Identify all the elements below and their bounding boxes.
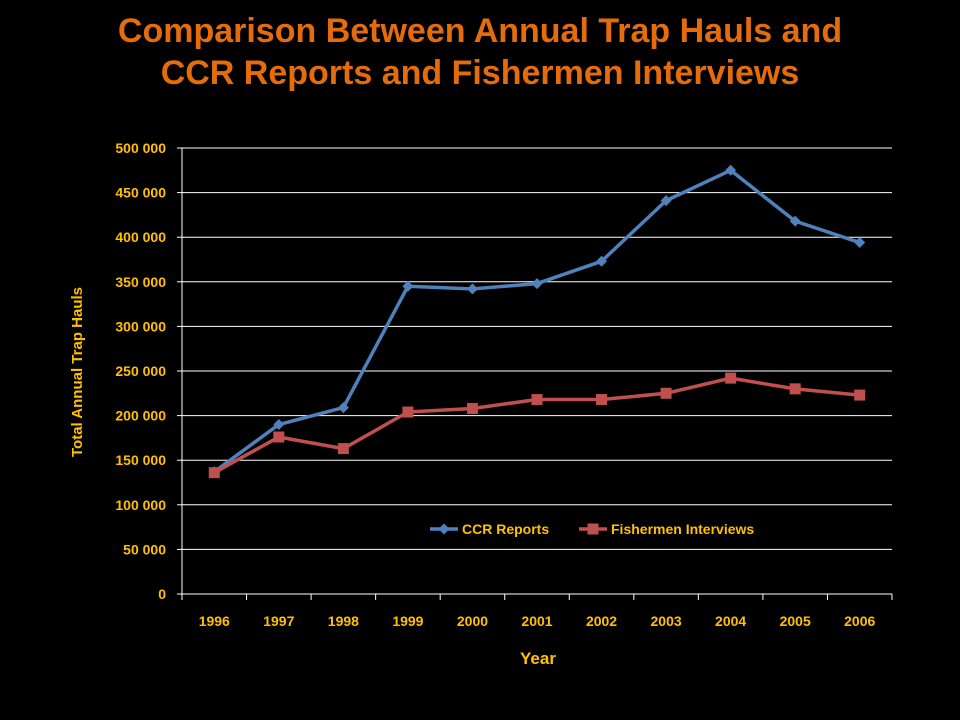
legend-label: CCR Reports <box>462 521 549 537</box>
x-tick-label: 2000 <box>457 613 488 629</box>
y-tick-label: 250 000 <box>115 363 166 379</box>
data-point <box>596 255 608 267</box>
data-point <box>660 195 672 207</box>
y-tick-label: 150 000 <box>115 452 166 468</box>
chart-title: Comparison Between Annual Trap Hauls and… <box>0 10 960 94</box>
data-point <box>337 402 349 414</box>
legend-label: Fishermen Interviews <box>611 521 754 537</box>
data-point <box>531 394 543 406</box>
x-tick-label: 2005 <box>780 613 811 629</box>
data-point <box>208 467 220 479</box>
series-line <box>213 168 861 474</box>
series-group <box>208 164 866 479</box>
y-tick-label: 0 <box>158 586 166 602</box>
y-tick-label: 450 000 <box>115 185 166 201</box>
x-axis-label: Year <box>520 649 556 668</box>
data-point <box>725 372 737 384</box>
y-axis-label: Total Annual Trap Hauls <box>69 287 86 457</box>
data-point <box>854 389 866 401</box>
y-tick-label: 50 000 <box>123 541 166 557</box>
data-point <box>789 215 801 227</box>
x-tick-label: 1999 <box>392 613 423 629</box>
legend-swatch-marker <box>587 523 599 535</box>
x-tick-label: 2002 <box>586 613 617 629</box>
data-point <box>402 406 414 418</box>
x-tick-label: 1996 <box>199 613 230 629</box>
legend-swatch-marker <box>438 523 450 535</box>
data-point <box>531 278 543 290</box>
y-tick-label: 300 000 <box>115 318 166 334</box>
data-point <box>596 394 608 406</box>
data-point <box>402 280 414 292</box>
x-tick-label: 2006 <box>844 613 875 629</box>
data-point <box>725 164 737 176</box>
series-line <box>213 376 860 475</box>
data-point <box>854 237 866 249</box>
x-tick-label: 1998 <box>328 613 359 629</box>
y-tick-label: 400 000 <box>115 229 166 245</box>
y-tick-label: 100 000 <box>115 497 166 513</box>
x-tick-label: 2004 <box>715 613 746 629</box>
axes <box>177 147 893 600</box>
data-point <box>466 283 478 295</box>
y-tick-label: 350 000 <box>115 274 166 290</box>
data-point <box>466 402 478 414</box>
y-tick-label: 200 000 <box>115 408 166 424</box>
x-tick-labels: 1996 1997 1998 1999 2000 2001 2002 2003 2004 2005… <box>199 613 876 629</box>
series-fishermen-interviews <box>208 372 866 479</box>
chart-title-line-1: Comparison Between Annual Trap Hauls and <box>117 12 843 50</box>
data-point <box>337 443 349 455</box>
chart-title-line-2: CCR Reports and Fishermen Interviews <box>160 54 800 92</box>
y-tick-label: 500 000 <box>115 140 166 156</box>
data-point <box>789 383 801 395</box>
x-tick-label: 2003 <box>651 613 682 629</box>
data-point <box>273 431 285 443</box>
data-point <box>660 387 672 399</box>
gridlines <box>182 147 892 550</box>
data-point <box>273 419 285 431</box>
x-tick-label: 1997 <box>263 613 294 629</box>
x-tick-label: 2001 <box>521 613 552 629</box>
series-ccr-reports <box>208 164 866 478</box>
y-tick-labels: 0 50 000 100 000 150 000 200 000 250 000 300 0… <box>115 140 166 602</box>
legend: CCR Reports Fishermen Interviews <box>430 521 754 537</box>
